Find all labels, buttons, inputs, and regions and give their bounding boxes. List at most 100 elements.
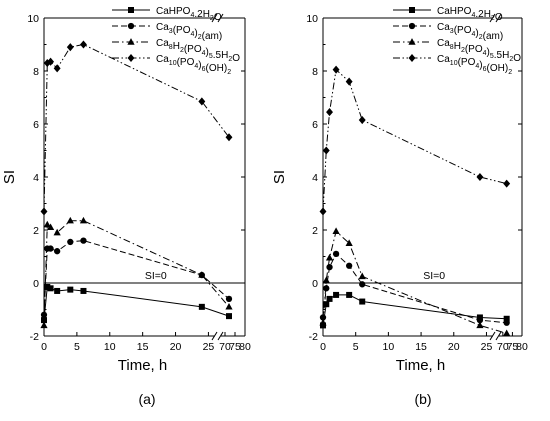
y-tick-label: 8	[312, 66, 318, 78]
legend-label: CaHPO4.2H2O	[156, 6, 222, 23]
y-tick-label: 4	[312, 172, 318, 184]
data-point	[40, 207, 48, 216]
x-tick-label: 15	[137, 341, 149, 353]
series-line	[322, 230, 507, 334]
data-point	[326, 295, 333, 302]
axis-break-mark	[489, 331, 496, 341]
data-point	[503, 315, 510, 322]
legend-marker	[127, 22, 135, 30]
y-tick-label: 4	[33, 172, 39, 184]
data-point	[322, 276, 330, 284]
data-point	[80, 287, 87, 294]
data-point	[47, 245, 54, 252]
panel-label: (a)	[138, 391, 155, 407]
data-point	[358, 115, 366, 125]
x-tick-label: 75	[229, 341, 241, 353]
y-axis-label: SI	[271, 170, 288, 184]
legend-label: Ca10(PO4)6(OH)2	[437, 54, 512, 76]
data-point	[66, 43, 74, 52]
series-circle	[40, 237, 233, 318]
y-tick-label: 10	[306, 13, 318, 25]
x-tick-label: 20	[448, 341, 460, 353]
data-point	[198, 303, 205, 310]
legend-marker	[409, 7, 415, 13]
data-point	[319, 318, 327, 326]
series-line	[322, 68, 507, 212]
y-tick-label: 2	[312, 225, 318, 237]
x-tick-label: 20	[170, 341, 182, 353]
x-tick-label: 80	[516, 341, 528, 353]
data-point	[359, 298, 366, 305]
data-point	[345, 239, 353, 246]
data-point	[346, 262, 353, 269]
y-tick-label: 0	[33, 278, 39, 290]
data-point	[476, 172, 484, 182]
x-tick-label: 25	[481, 341, 493, 353]
legend: CaHPO4.2H2OCa3(PO4)2(am)Ca8H2(PO4)5.5H2O…	[112, 6, 240, 76]
data-point	[359, 281, 366, 288]
x-tick-label: 10	[104, 341, 116, 353]
axis-break-mark	[211, 13, 218, 23]
data-point	[225, 302, 233, 310]
x-tick-label: 10	[383, 341, 395, 353]
x-axis-label: Time, h	[118, 357, 167, 374]
axis-break-mark	[489, 13, 496, 23]
data-point	[332, 227, 340, 235]
data-point	[325, 253, 334, 261]
legend-marker	[127, 38, 135, 45]
data-point	[79, 216, 88, 224]
y-tick-label: 8	[33, 66, 39, 78]
legend-label: Ca10(PO4)6(OH)2	[156, 54, 231, 76]
data-point	[226, 313, 232, 320]
data-point	[54, 248, 61, 255]
legend-marker	[128, 7, 134, 13]
y-tick-label: 0	[312, 278, 318, 290]
panel-label: (b)	[414, 391, 431, 407]
data-point	[319, 207, 327, 216]
data-point	[225, 295, 233, 303]
data-point	[47, 57, 55, 66]
data-point	[476, 321, 484, 329]
x-tick-label: 80	[239, 341, 251, 353]
x-tick-label: 5	[74, 341, 80, 353]
y-tick-label: 6	[312, 119, 318, 131]
data-point	[80, 237, 87, 244]
legend-label: Ca8H2(PO4)5.5H2O	[437, 38, 521, 64]
x-tick-label: 0	[320, 341, 326, 353]
y-tick-label: 2	[33, 225, 39, 237]
data-point	[43, 220, 51, 228]
data-point	[345, 77, 353, 86]
axis-break-mark	[495, 331, 502, 341]
series-line	[322, 253, 507, 324]
legend-label: Ca3(PO4)2(am)	[156, 22, 222, 42]
y-tick-label: -2	[309, 331, 318, 343]
data-point	[323, 301, 330, 308]
data-point	[67, 238, 74, 246]
legend: CaHPO4.2H2OCa3(PO4)2(am)Ca8H2(PO4)5.5H2O…	[393, 6, 521, 76]
legend-marker	[408, 22, 416, 30]
series-square	[41, 283, 232, 324]
x-axis-label: Time, h	[396, 357, 445, 374]
legend-marker	[127, 53, 135, 63]
x-tick-label: 70	[219, 341, 231, 353]
data-point	[322, 146, 330, 155]
series-triangle	[319, 227, 511, 337]
data-point	[66, 216, 74, 224]
series-diamond	[319, 65, 511, 216]
x-tick-label: 75	[507, 341, 519, 353]
data-point	[40, 321, 48, 329]
legend-label: Ca8H2(PO4)5.5H2O	[156, 38, 240, 64]
reference-line-label: SI=0	[145, 270, 167, 282]
data-point	[326, 108, 333, 117]
series-triangle	[40, 216, 233, 329]
data-point	[332, 250, 340, 257]
x-tick-label: 0	[41, 341, 47, 353]
data-point	[43, 59, 51, 68]
x-tick-label: 15	[415, 341, 427, 353]
data-point	[67, 286, 74, 293]
data-point	[198, 97, 206, 106]
data-point	[47, 285, 54, 292]
axis-break-mark	[217, 13, 224, 23]
